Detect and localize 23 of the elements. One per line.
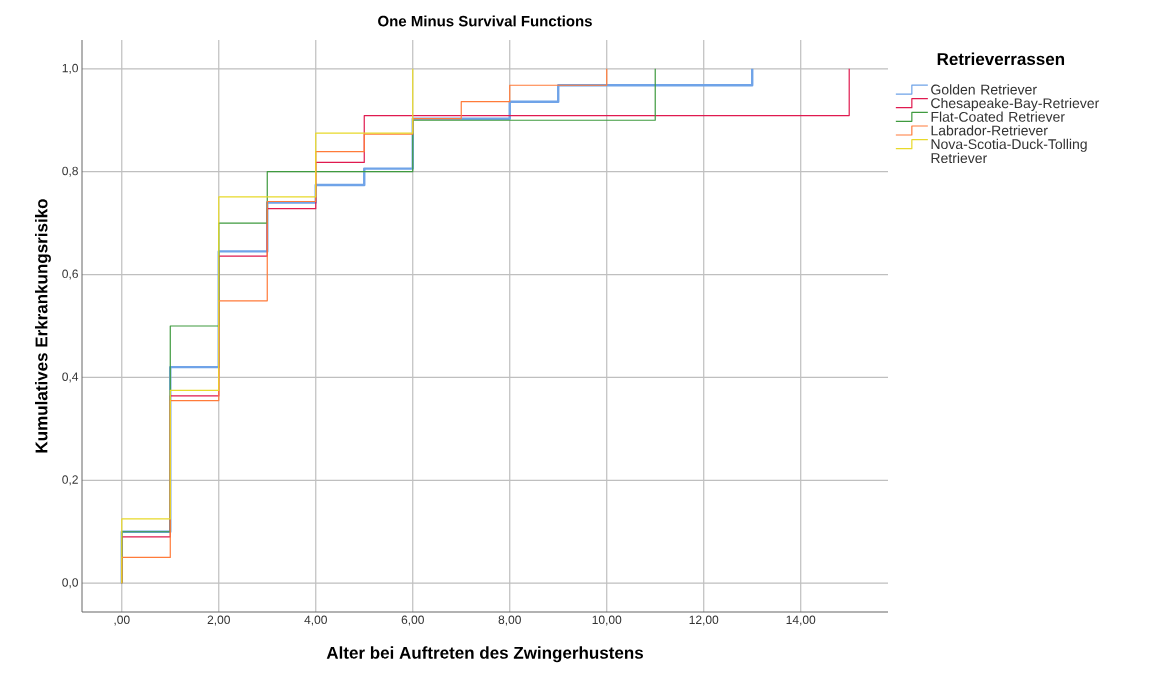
- x-axis-title: Alter bei Auftreten des Zwingerhustens: [326, 646, 643, 663]
- x-tick-label: 2,00: [207, 615, 230, 626]
- y-tick-label: 0,0: [62, 578, 79, 589]
- y-tick-label: 0,6: [62, 269, 78, 280]
- y-tick-label: 1,0: [62, 63, 79, 74]
- y-tick-label: 0,8: [62, 166, 78, 177]
- x-tick-label: ,00: [114, 615, 130, 626]
- legend-title: Retrieverrassen: [937, 52, 1065, 66]
- y-tick-label: 0,4: [62, 372, 79, 383]
- legend-label: Nova-Scotia-Duck-Tolling Retriever: [931, 138, 1087, 164]
- chart-title: One Minus Survival Functions: [378, 15, 592, 27]
- x-tick-label: 8,00: [498, 615, 521, 626]
- legend-label: Chesapeake-Bay-Retriever: [931, 97, 1100, 111]
- x-tick-label: 10,00: [592, 615, 622, 626]
- x-tick-label: 12,00: [689, 615, 719, 626]
- legend-label: Flat-Coated Retriever: [931, 111, 1065, 122]
- y-axis-title: Kumulatives Erkrankungsrisiko: [35, 199, 51, 453]
- x-tick-label: 6,00: [401, 615, 424, 626]
- legend-label: Labrador-Retriever: [931, 125, 1048, 136]
- x-tick-label: 14,00: [786, 615, 816, 626]
- y-tick-label: 0,2: [62, 475, 78, 486]
- x-tick-label: 4,00: [304, 615, 327, 626]
- legend-label: Golden Retriever: [931, 84, 1037, 95]
